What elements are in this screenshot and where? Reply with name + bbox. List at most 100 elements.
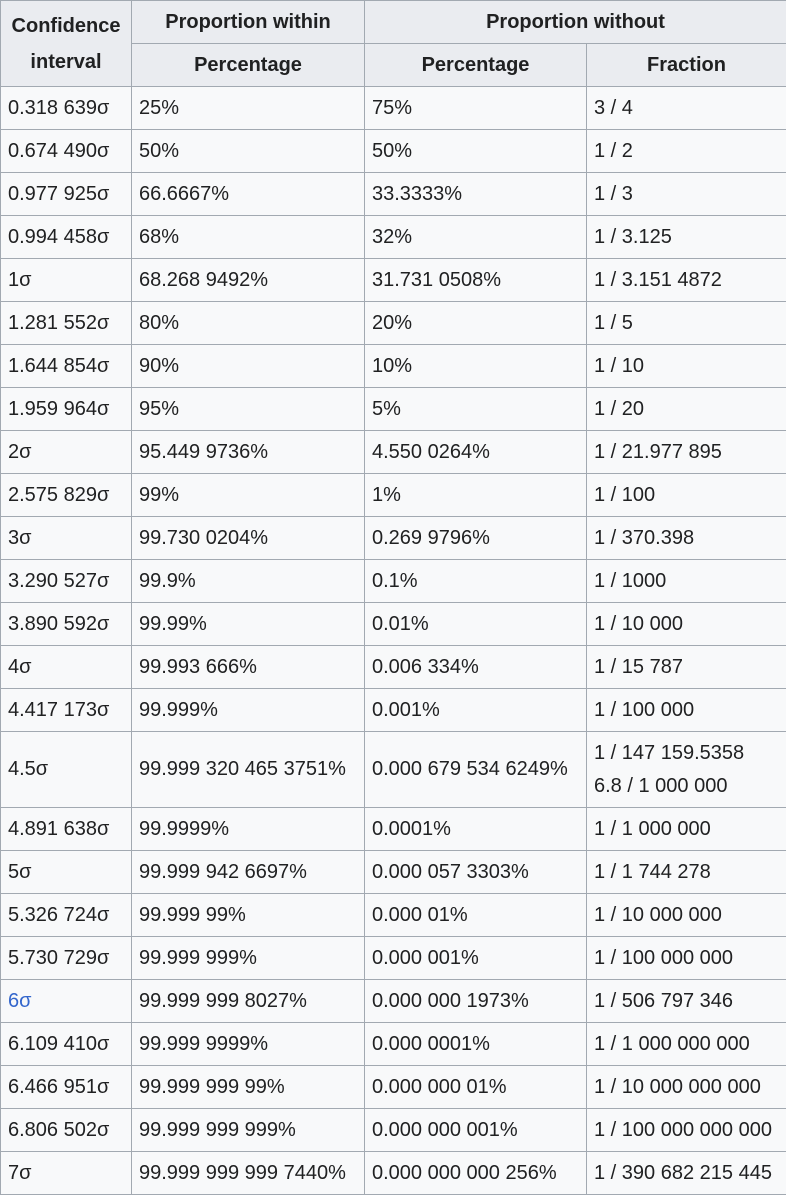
without-cell: 0.001% xyxy=(365,689,587,732)
ci-cell: 1.281 552σ xyxy=(1,302,132,345)
without-cell: 4.550 0264% xyxy=(365,431,587,474)
fraction-cell: 1 / 1 000 000 000 xyxy=(587,1023,786,1066)
ci-cell: 7σ xyxy=(1,1152,132,1195)
fraction-cell: 1 / 2 xyxy=(587,130,786,173)
without-cell: 1% xyxy=(365,474,587,517)
fraction-cell: 1 / 20 xyxy=(587,388,786,431)
without-cell: 0.0001% xyxy=(365,808,587,851)
without-cell: 0.000 0001% xyxy=(365,1023,587,1066)
without-cell: 31.731 0508% xyxy=(365,259,587,302)
ci-cell: 6.806 502σ xyxy=(1,1109,132,1152)
within-cell: 99.730 0204% xyxy=(132,517,365,560)
fraction-cell: 1 / 1 000 000 xyxy=(587,808,786,851)
fraction-cell: 1 / 21.977 895 xyxy=(587,431,786,474)
within-cell: 99.999 320 465 3751% xyxy=(132,732,365,808)
ci-cell: 0.674 490σ xyxy=(1,130,132,173)
ci-cell: 0.994 458σ xyxy=(1,216,132,259)
within-cell: 99.999 999 8027% xyxy=(132,980,365,1023)
within-cell: 99% xyxy=(132,474,365,517)
within-cell: 99.999 99% xyxy=(132,894,365,937)
within-cell: 99.999 999% xyxy=(132,937,365,980)
fraction-cell: 1 / 15 787 xyxy=(587,646,786,689)
within-cell: 95.449 9736% xyxy=(132,431,365,474)
fraction-cell: 1 / 3 xyxy=(587,173,786,216)
within-cell: 66.6667% xyxy=(132,173,365,216)
without-cell: 0.000 001% xyxy=(365,937,587,980)
ci-cell: 0.318 639σ xyxy=(1,87,132,130)
fraction-cell: 1 / 1000 xyxy=(587,560,786,603)
within-cell: 99.999 999 999 7440% xyxy=(132,1152,365,1195)
ci-cell: 6σ xyxy=(1,980,132,1023)
fraction-cell: 1 / 10 xyxy=(587,345,786,388)
table-row: 4.5σ 99.999 320 465 3751% 0.000 679 534 … xyxy=(1,732,786,808)
within-cell: 25% xyxy=(132,87,365,130)
fraction-cell: 1 / 100 000 000 000 xyxy=(587,1109,786,1152)
fraction-cell: 1 / 100 000 000 xyxy=(587,937,786,980)
header-confidence-interval: Confidence interval xyxy=(1,1,132,87)
fraction-cell: 1 / 506 797 346 xyxy=(587,980,786,1023)
ci-cell: 1σ xyxy=(1,259,132,302)
fraction-cell: 1 / 5 xyxy=(587,302,786,345)
six-sigma-link[interactable]: 6σ xyxy=(8,990,31,1012)
ci-cell: 3σ xyxy=(1,517,132,560)
header-within-percentage: Percentage xyxy=(132,44,365,87)
ci-cell: 6.109 410σ xyxy=(1,1023,132,1066)
without-cell: 0.000 000 01% xyxy=(365,1066,587,1109)
ci-cell: 0.977 925σ xyxy=(1,173,132,216)
fraction-cell: 1 / 370.398 xyxy=(587,517,786,560)
within-cell: 90% xyxy=(132,345,365,388)
fraction-line-1: 1 / 147 159.5358 xyxy=(594,737,786,770)
fraction-line-2: 6.8 / 1 000 000 xyxy=(594,770,786,803)
within-cell: 99.999 942 6697% xyxy=(132,851,365,894)
without-cell: 0.1% xyxy=(365,560,587,603)
ci-cell: 5.730 729σ xyxy=(1,937,132,980)
fraction-cell: 1 / 390 682 215 445 xyxy=(587,1152,786,1195)
ci-cell: 5.326 724σ xyxy=(1,894,132,937)
ci-cell: 3.890 592σ xyxy=(1,603,132,646)
fraction-cell: 1 / 3.125 xyxy=(587,216,786,259)
fraction-cell: 1 / 147 159.5358 6.8 / 1 000 000 xyxy=(587,732,786,808)
without-cell: 0.006 334% xyxy=(365,646,587,689)
without-cell: 33.3333% xyxy=(365,173,587,216)
ci-cell: 2σ xyxy=(1,431,132,474)
within-cell: 95% xyxy=(132,388,365,431)
without-cell: 75% xyxy=(365,87,587,130)
within-cell: 99.999 999 999% xyxy=(132,1109,365,1152)
without-cell: 0.000 000 000 256% xyxy=(365,1152,587,1195)
without-cell: 0.000 01% xyxy=(365,894,587,937)
ci-cell: 1.644 854σ xyxy=(1,345,132,388)
ci-cell: 5σ xyxy=(1,851,132,894)
without-cell: 0.000 057 3303% xyxy=(365,851,587,894)
header-proportion-within: Proportion within xyxy=(132,1,365,44)
within-cell: 50% xyxy=(132,130,365,173)
header-without-fraction: Fraction xyxy=(587,44,786,87)
ci-cell: 4.417 173σ xyxy=(1,689,132,732)
without-cell: 0.000 000 001% xyxy=(365,1109,587,1152)
fraction-cell: 1 / 100 xyxy=(587,474,786,517)
without-cell: 50% xyxy=(365,130,587,173)
ci-cell: 4σ xyxy=(1,646,132,689)
within-cell: 68.268 9492% xyxy=(132,259,365,302)
within-cell: 99.9% xyxy=(132,560,365,603)
within-cell: 99.9999% xyxy=(132,808,365,851)
table-row: 6σ 99.999 999 8027% 0.000 000 1973% 1 / … xyxy=(1,980,786,1023)
fraction-cell: 1 / 10 000 000 xyxy=(587,894,786,937)
